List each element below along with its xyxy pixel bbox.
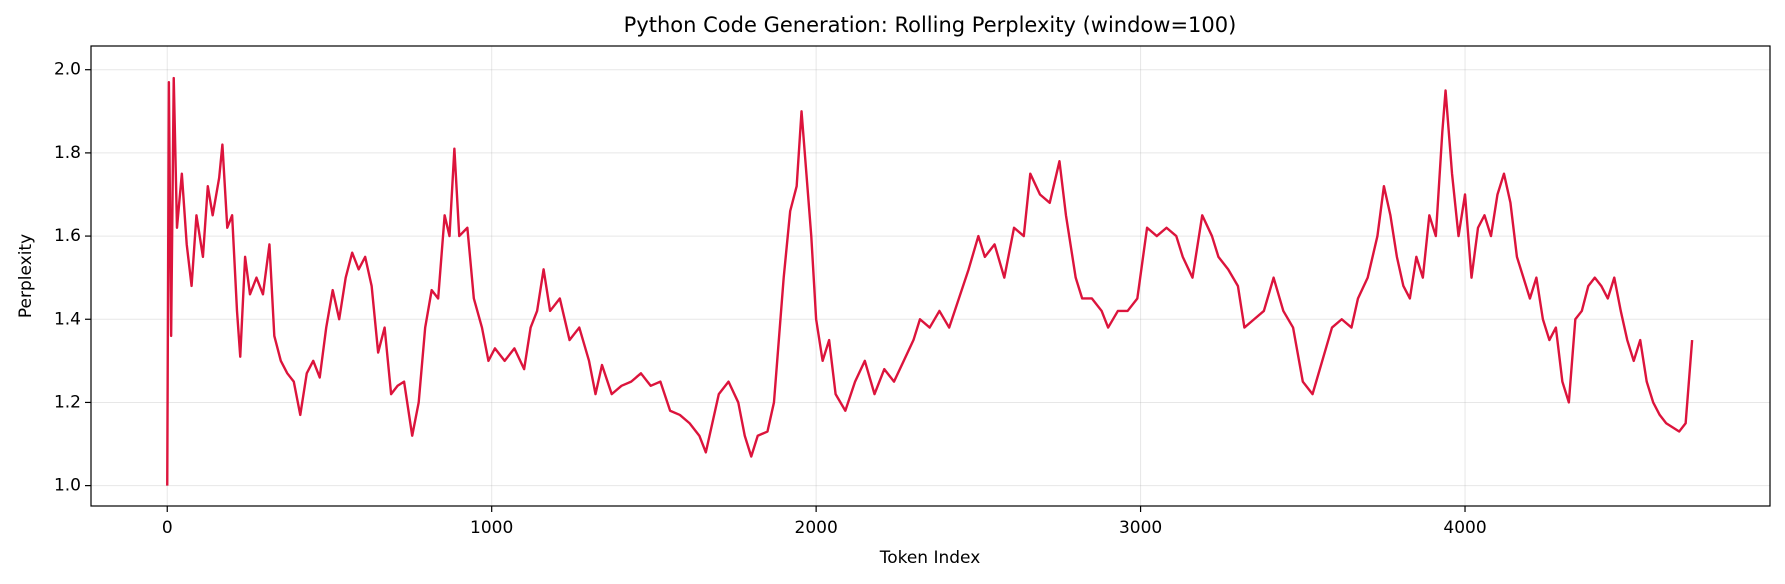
y-tick-label: 2.0: [54, 60, 81, 80]
chart-title: Python Code Generation: Rolling Perplexi…: [624, 13, 1237, 37]
y-tick-label: 1.4: [54, 309, 81, 329]
y-tick-label: 1.6: [54, 226, 81, 246]
y-tick-label: 1.8: [54, 143, 81, 163]
x-tick-label: 0: [162, 518, 173, 538]
y-axis-label: Perplexity: [16, 234, 36, 318]
x-tick-label: 1000: [470, 518, 513, 538]
x-tick-label: 2000: [795, 518, 838, 538]
x-tick-label: 3000: [1119, 518, 1162, 538]
plot-frame: [90, 45, 1771, 507]
y-tick-label: 1.0: [54, 476, 81, 496]
x-axis-label: Token Index: [879, 548, 981, 568]
x-tick-label: 4000: [1443, 518, 1486, 538]
y-tick-label: 1.2: [54, 392, 81, 412]
data-line: [166, 76, 1694, 486]
